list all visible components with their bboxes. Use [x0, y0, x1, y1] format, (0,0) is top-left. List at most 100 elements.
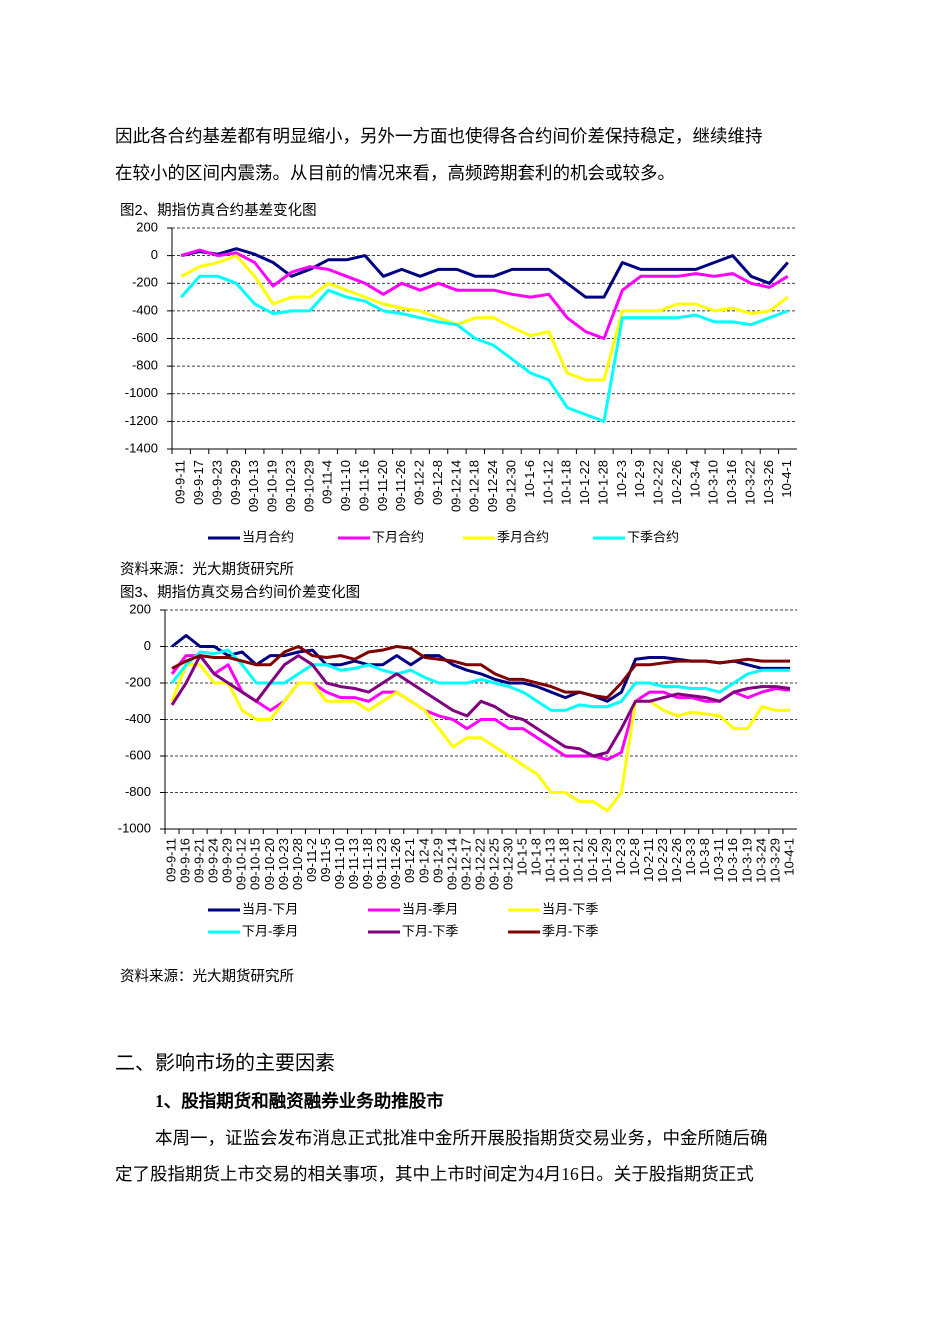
series-line: [170, 663, 790, 813]
legend-label: 当月-季月: [402, 901, 458, 916]
chart-title: 图3、期指仿真交易合约间价差变化图: [120, 583, 360, 601]
y-tick-label: -200: [132, 275, 158, 290]
x-tick-label: 09-11-10: [332, 838, 347, 889]
x-tick-label: 09-11-13: [346, 838, 361, 889]
legend-label: 当月合约: [242, 529, 294, 544]
x-tick-label: 10-3-26: [761, 460, 776, 505]
x-tick-label: 09-11-5: [318, 838, 333, 882]
x-tick-label: 10-1-22: [577, 460, 592, 505]
x-tick-label: 09-11-18: [360, 838, 375, 889]
y-tick-label: -400: [125, 711, 151, 726]
x-tick-label: 09-12-8: [430, 460, 445, 505]
legend-label: 季月合约: [497, 529, 549, 544]
x-tick-label: 09-11-20: [375, 460, 390, 511]
y-tick-label: -600: [125, 747, 151, 762]
y-tick-label: -1000: [125, 385, 158, 400]
x-tick-label: 10-3-4: [687, 460, 702, 498]
x-tick-label: 09-12-1: [402, 838, 417, 883]
x-tick-label: 10-3-22: [742, 460, 757, 505]
series-line: [180, 274, 789, 423]
y-tick-label: 200: [136, 219, 158, 234]
series-line: [180, 248, 789, 340]
x-tick-label: 09-11-4: [320, 460, 335, 504]
x-tick-label: 09-9-11: [173, 460, 188, 504]
x-tick-label: 10-3-10: [706, 460, 721, 505]
series-line: [180, 247, 789, 299]
x-tick-label: 10-3-8: [697, 838, 712, 876]
x-tick-label: 10-1-21: [571, 838, 586, 883]
x-tick-label: 09-12-4: [416, 838, 431, 883]
x-tick-label: 09-10-13: [246, 460, 261, 512]
x-tick-label: 09-11-23: [374, 838, 389, 889]
section-title: 二、影响市场的主要因素: [115, 1052, 335, 1075]
x-tick-label: 09-9-29: [228, 460, 243, 505]
x-tick-label: 09-9-29: [220, 838, 235, 883]
x-tick-label: 09-9-24: [206, 838, 221, 883]
x-tick-label: 10-3-19: [739, 838, 754, 883]
x-tick-label: 10-4-1: [781, 838, 796, 876]
text-line: 因此各合约基差都有明显缩小，另外一方面也使得各合约间价差保持稳定，继续维持: [115, 126, 763, 146]
subsection-title: 1、股指期货和融资融券业务助推股市: [155, 1091, 444, 1111]
x-tick-label: 10-3-24: [753, 838, 768, 883]
x-tick-label: 09-10-29: [301, 460, 316, 512]
legend-label: 下月-下季: [402, 923, 458, 938]
x-tick-label: 10-2-3: [614, 460, 629, 498]
x-tick-label: 09-9-11: [163, 838, 178, 882]
x-tick-label: 09-12-9: [430, 838, 445, 883]
x-tick-label: 10-2-26: [669, 460, 684, 505]
x-tick-label: 09-12-30: [501, 838, 516, 890]
x-tick-label: 09-9-21: [192, 838, 207, 883]
source: 资料来源：光大期货研究所: [120, 968, 294, 985]
y-tick-label: 200: [129, 601, 151, 616]
legend-label: 当月-下季: [542, 901, 598, 916]
x-tick-label: 10-1-18: [559, 460, 574, 505]
x-tick-label: 10-3-16: [725, 838, 740, 883]
x-tick-label: 10-3-3: [683, 838, 698, 876]
y-tick-label: -1200: [125, 413, 158, 428]
series-line: [180, 254, 789, 382]
chart-title: 图2、期指仿真合约基差变化图: [120, 201, 317, 219]
x-tick-label: 09-12-30: [504, 460, 519, 512]
source: 资料来源：光大期货研究所: [120, 561, 294, 578]
x-tick-label: 09-12-2: [412, 460, 427, 505]
x-tick-label: 10-4-1: [779, 460, 794, 498]
x-tick-label: 10-1-18: [557, 838, 572, 883]
x-tick-label: 10-1-12: [540, 460, 555, 505]
x-tick-label: 10-2-8: [627, 838, 642, 876]
x-tick-label: 10-3-29: [767, 838, 782, 883]
x-tick-label: 10-1-8: [529, 838, 544, 876]
x-tick-label: 09-9-16: [178, 838, 193, 883]
y-tick-label: -600: [132, 330, 158, 345]
x-tick-label: 09-12-17: [458, 838, 473, 890]
series-line: [171, 645, 790, 700]
x-tick-label: 10-1-29: [599, 838, 614, 883]
x-tick-label: 09-10-19: [265, 460, 280, 512]
x-tick-label: 09-11-10: [338, 460, 353, 511]
x-tick-label: 10-1-28: [595, 460, 610, 505]
text-line: 本周一，证监会发布消息正式批准中金所开展股指期货交易业务，中金所随后确: [155, 1128, 768, 1148]
x-tick-label: 09-9-17: [191, 460, 206, 505]
x-tick-label: 09-11-26: [388, 838, 403, 889]
y-tick-label: 0: [144, 638, 151, 653]
y-tick-label: -400: [132, 302, 158, 317]
legend-label: 当月-下月: [242, 901, 298, 916]
legend-label: 下月-季月: [242, 923, 298, 938]
series-line: [170, 654, 791, 758]
x-tick-label: 09-11-16: [356, 460, 371, 511]
x-tick-label: 09-12-14: [448, 460, 463, 512]
y-tick-label: -200: [125, 674, 151, 689]
x-tick-label: 10-2-22: [651, 460, 666, 505]
x-tick-label: 10-1-5: [515, 838, 530, 876]
x-tick-label: 10-3-11: [711, 838, 726, 882]
x-tick-label: 10-2-26: [669, 838, 684, 883]
x-tick-label: 09-9-23: [209, 460, 224, 505]
x-tick-label: 10-2-11: [641, 838, 656, 882]
x-tick-label: 09-12-14: [444, 838, 459, 890]
x-tick-label: 10-2-23: [655, 838, 670, 883]
y-tick-label: -800: [125, 784, 151, 799]
x-tick-label: 09-10-15: [248, 838, 263, 890]
y-tick-label: -1400: [125, 440, 158, 455]
text-line: 定了股指期货上市交易的相关事项，其中上市时间定为4月16日。关于股指期货正式: [115, 1164, 754, 1184]
x-tick-label: 09-10-20: [262, 838, 277, 890]
